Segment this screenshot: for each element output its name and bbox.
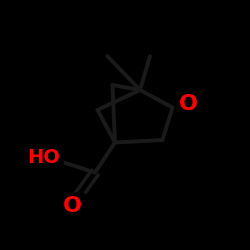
Text: O: O [63, 196, 82, 216]
Text: O: O [179, 94, 198, 114]
Text: HO: HO [27, 148, 60, 167]
